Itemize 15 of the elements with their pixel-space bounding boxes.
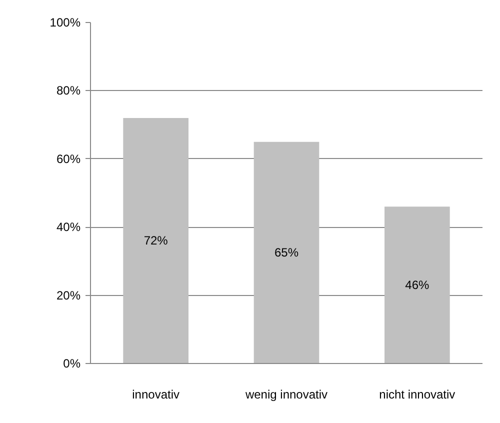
data-label: 72% [144,234,168,248]
y-tick-label: 100% [50,16,81,30]
y-tick-label: 60% [56,152,81,166]
data-label: 65% [274,246,299,260]
bar [254,142,320,364]
x-tick-label: wenig innovativ [244,388,328,402]
y-tick-label: 40% [56,220,81,234]
data-label: 46% [405,278,430,292]
y-tick-label: 0% [63,356,81,370]
bar [384,206,450,364]
x-tick-label: innovativ [132,388,180,402]
bar [123,118,188,364]
x-tick-label: nicht innovativ [379,388,456,402]
y-tick-label: 20% [56,288,81,302]
y-tick-label: 80% [56,84,81,98]
